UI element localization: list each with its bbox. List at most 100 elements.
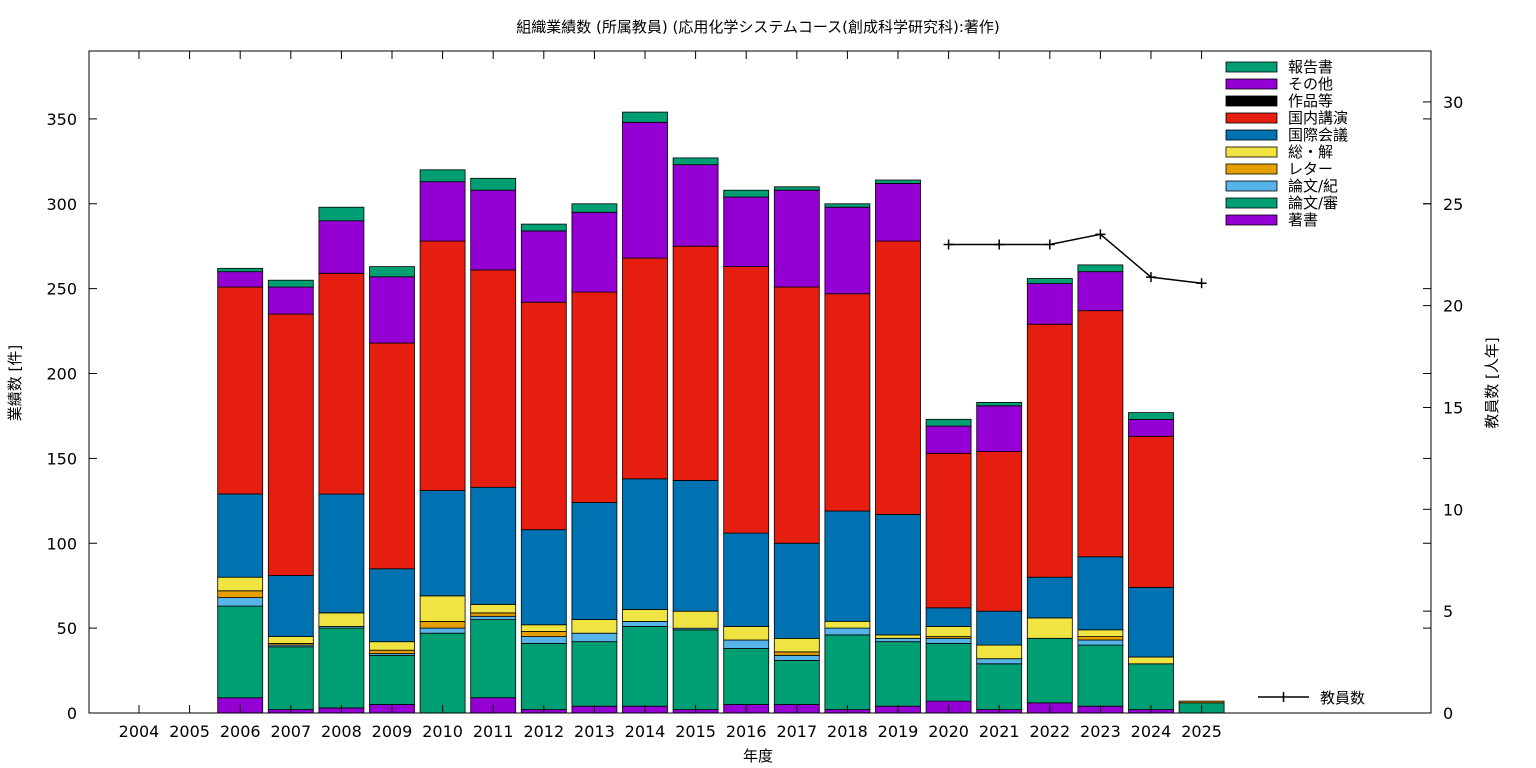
bar-segment-2016-8 [723, 196, 770, 267]
x-tick-label: 2011 [473, 722, 514, 741]
bar-segment-2013-2 [571, 632, 618, 643]
bar-segment-2022-8 [1026, 283, 1073, 325]
legend-label: 著書 [1288, 211, 1318, 229]
y2-tick-label: 30 [1443, 93, 1463, 112]
bar-segment-2012-2 [520, 636, 567, 644]
bar-segment-2019-8 [875, 182, 921, 242]
bar-segment-2024-5 [1128, 587, 1174, 658]
bar-segment-2021-2 [976, 658, 1023, 665]
bar-segment-2014-8 [622, 121, 668, 259]
bar-segment-2020-9 [925, 418, 972, 427]
legend-swatch [1225, 95, 1278, 107]
bar-segment-2008-4 [318, 612, 365, 627]
x-tick-label: 2008 [321, 722, 362, 741]
legend-label: レター [1288, 160, 1333, 178]
y2-tick-label: 0 [1443, 704, 1453, 723]
chart-title: 組織業績数 (所属教員) (応用化学システムコース(創成科学研究科):著作) [516, 18, 1000, 36]
y2-tick-label: 25 [1443, 195, 1463, 214]
y-tick-label: 0 [67, 704, 77, 723]
bar-segment-2008-6 [318, 272, 365, 495]
bar-segment-2014-9 [622, 111, 668, 123]
x-tick-label: 2015 [675, 722, 716, 741]
bar-segment-2014-6 [622, 257, 668, 480]
bar-segment-2015-6 [672, 245, 719, 481]
bar-segment-2018-5 [824, 510, 871, 622]
bar-segment-2022-4 [1026, 617, 1073, 639]
bar-segment-2019-2 [875, 637, 921, 643]
legend-label: 報告書 [1288, 58, 1333, 76]
bar-segment-2012-8 [520, 230, 567, 303]
y2-axis-label: 教員数 [人年] [1483, 337, 1501, 428]
bar-segment-2019-9 [875, 179, 921, 184]
bar-segment-2022-9 [1026, 278, 1073, 284]
bar-segment-2014-5 [622, 478, 668, 610]
x-tick-label: 2016 [726, 722, 767, 741]
bar-segment-2014-1 [622, 626, 668, 707]
bar-segment-2022-5 [1026, 576, 1073, 619]
bar-segment-2007-6 [267, 313, 314, 576]
bar-segment-2006-8 [217, 271, 264, 288]
bar-segment-2008-1 [318, 627, 365, 709]
y-tick-label: 250 [46, 280, 77, 299]
x-tick-label: 2017 [776, 722, 817, 741]
x-tick-label: 2007 [270, 722, 311, 741]
bar-segment-2012-4 [520, 624, 567, 632]
bar-segment-2006-3 [217, 590, 264, 598]
line-layer [943, 229, 1207, 289]
bar-segment-2023-9 [1077, 264, 1124, 273]
bar-segment-2025-3 [1178, 700, 1225, 704]
legend-label: 国内講演 [1288, 109, 1348, 127]
x-tick-label: 2022 [1029, 722, 1070, 741]
legend-swatch [1225, 180, 1278, 192]
y-tick-label: 100 [46, 534, 77, 553]
bar-segment-2007-8 [267, 286, 314, 315]
legend-label: 論文/審 [1288, 194, 1338, 212]
bar-segment-2013-5 [571, 502, 618, 620]
bar-segment-2013-8 [571, 211, 618, 293]
plot-frame [88, 50, 1432, 714]
x-axis-label: 年度 [743, 747, 773, 765]
bar-segment-2012-3 [520, 631, 567, 637]
x-tick-label: 2006 [220, 722, 261, 741]
bar-segment-2006-1 [217, 605, 264, 699]
bar-segment-2016-2 [723, 639, 770, 649]
bar-segment-2015-1 [672, 629, 719, 710]
y-axis-label: 業績数 [件] [6, 345, 24, 421]
bar-segment-2011-2 [470, 615, 517, 621]
bar-segment-2009-8 [369, 276, 415, 344]
bar-segment-2009-9 [369, 266, 415, 278]
x-tick-label: 2019 [878, 722, 919, 741]
bar-segment-2023-1 [1077, 644, 1124, 707]
bar-segment-2017-5 [773, 542, 820, 639]
bar-segment-2021-5 [976, 610, 1023, 646]
bar-segment-2019-4 [875, 634, 921, 639]
bar-segment-2017-3 [773, 651, 820, 656]
x-tick-label: 2020 [928, 722, 969, 741]
bar-segment-2019-6 [875, 240, 921, 515]
y2-tick-label: 10 [1443, 500, 1463, 519]
bar-segment-2016-5 [723, 532, 770, 627]
bar-segment-2016-4 [723, 626, 770, 641]
legend-label: 論文/紀 [1288, 177, 1338, 195]
bar-segment-2011-9 [470, 177, 517, 191]
bar-segment-2010-5 [419, 490, 466, 597]
bar-segment-2017-6 [773, 286, 820, 544]
bar-segment-2017-2 [773, 654, 820, 661]
bar-segment-2006-6 [217, 286, 264, 495]
bar-segment-2008-8 [318, 220, 365, 274]
bar-segment-2021-8 [976, 405, 1023, 452]
legend-swatch [1225, 78, 1278, 90]
bar-segment-2008-5 [318, 493, 365, 614]
bar-segment-2022-6 [1026, 323, 1073, 578]
bar-segment-2017-8 [773, 189, 820, 288]
bar-segment-2013-4 [571, 619, 618, 634]
legend-swatch [1225, 112, 1278, 124]
bar-segment-2011-5 [470, 486, 517, 605]
x-tick-label: 2018 [827, 722, 868, 741]
bar-segment-2018-4 [824, 620, 871, 629]
bar-segment-2023-8 [1077, 271, 1124, 312]
bar-segment-2024-1 [1128, 663, 1174, 710]
